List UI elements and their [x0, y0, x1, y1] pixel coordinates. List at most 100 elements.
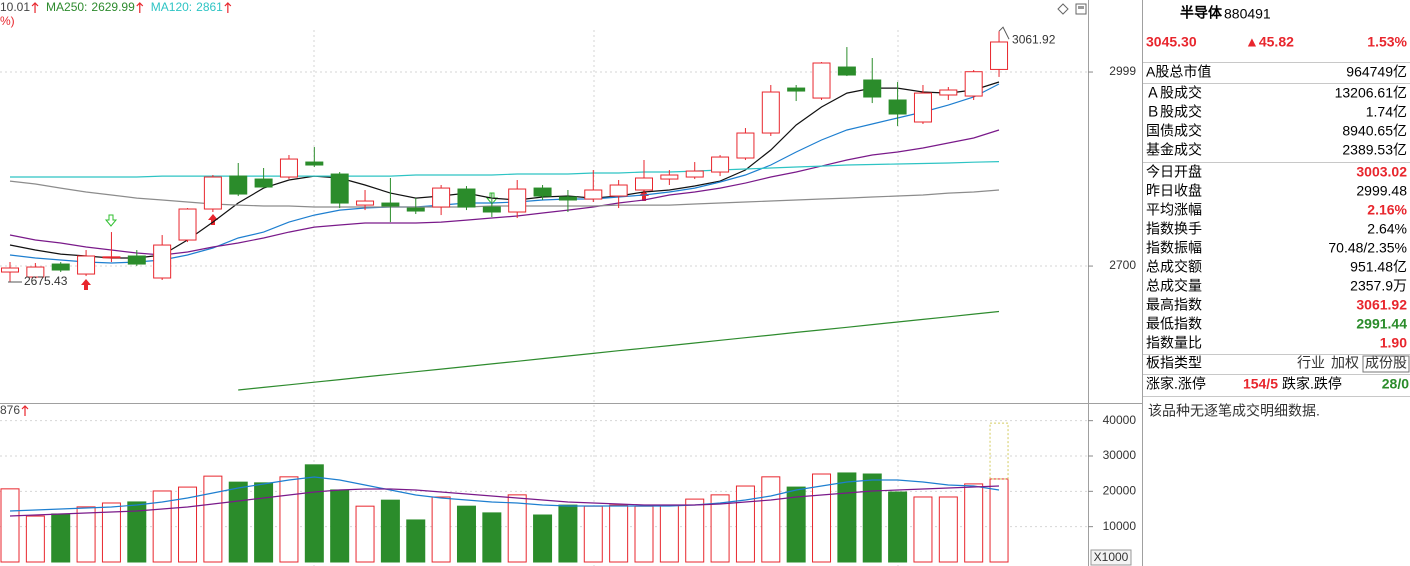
- row-value: 3061.92: [1356, 297, 1407, 313]
- candle-body: [584, 189, 603, 200]
- candle-body: [178, 208, 197, 241]
- row-value: 964749亿: [1346, 64, 1407, 80]
- y-tick-label: 2700: [1109, 258, 1136, 272]
- volume-bar: [228, 481, 248, 563]
- candle-body: [406, 207, 425, 212]
- row-value: 8940.65亿: [1342, 123, 1407, 139]
- volume-bar: [304, 464, 324, 563]
- row-label: 最高指数: [1146, 297, 1202, 313]
- price: 3045.30: [1146, 34, 1197, 50]
- volume-bar: [431, 496, 451, 563]
- row-label: 国债成交: [1146, 123, 1202, 139]
- legend-name: MA250:: [46, 0, 87, 14]
- row-value: 13206.61亿: [1335, 85, 1407, 101]
- volume-bar: [456, 505, 476, 563]
- volume-bar: [101, 502, 121, 563]
- buy-arrow: [208, 214, 218, 225]
- volume-bar: [634, 505, 654, 563]
- change-pct: 1.53%: [1367, 34, 1407, 50]
- volume-bar: [507, 494, 527, 563]
- candle-body: [279, 158, 298, 178]
- legend-value: 2629.99: [91, 0, 135, 14]
- row-value: 1.90: [1380, 335, 1407, 351]
- candle-body: [685, 170, 704, 178]
- candle-body: [913, 92, 932, 123]
- row-label: 最低指数: [1146, 316, 1202, 332]
- volume-bar: [761, 476, 781, 563]
- buy-arrow: [81, 279, 91, 290]
- row-label: Ｂ股成交: [1146, 104, 1202, 120]
- candle-body: [508, 188, 527, 213]
- toolbar-icons: [1057, 3, 1087, 15]
- y-tick-label: 40000: [1103, 413, 1137, 427]
- volume-bar: [583, 505, 603, 563]
- candle-body: [990, 41, 1009, 70]
- candle-body: [203, 176, 222, 210]
- volume-bar: [25, 515, 45, 563]
- up-arrow-icon: [31, 2, 39, 13]
- row-label: 指数量比: [1146, 335, 1202, 351]
- ma-line: [238, 310, 1000, 391]
- row-label: Ａ股成交: [1146, 85, 1202, 101]
- high-pointer: [998, 26, 1010, 40]
- low-label: 2675.43: [24, 274, 68, 288]
- ma-line: [9, 180, 1000, 208]
- ma-line: [10, 161, 1000, 178]
- candle-body: [482, 206, 501, 213]
- row-label: 指数换手: [1146, 221, 1202, 237]
- volume-bar: [659, 504, 679, 563]
- row-label: A股总市值: [1146, 64, 1211, 80]
- high-label: 3061.92: [1012, 32, 1056, 46]
- candle-body: [787, 87, 806, 92]
- volume-bar: [355, 505, 375, 563]
- candle-body: [26, 266, 45, 278]
- type-option[interactable]: 加权: [1331, 355, 1359, 371]
- row-value: 2389.53亿: [1342, 142, 1407, 158]
- volume-bar: [862, 473, 882, 563]
- unit-box: [1090, 549, 1132, 566]
- volume-bar: [178, 486, 198, 563]
- type-option[interactable]: 成份股: [1365, 355, 1407, 371]
- candle-body: [127, 255, 146, 265]
- ma-line: [9, 476, 1000, 512]
- up-arrow-icon: [21, 405, 29, 416]
- candle-body: [558, 196, 577, 201]
- projected-volume: [989, 422, 1009, 480]
- volume-bar: [609, 504, 629, 563]
- candle-body: [77, 255, 96, 275]
- stock-code: 880491: [1224, 6, 1271, 22]
- row-value: 2999.48: [1356, 183, 1407, 199]
- window-icon[interactable]: [1075, 3, 1087, 15]
- volume-bar: [127, 501, 147, 563]
- volume-bar: [76, 506, 96, 563]
- type-option[interactable]: 行业: [1297, 355, 1325, 371]
- row-value: 3003.02: [1356, 164, 1407, 180]
- down-label: 跌家.跌停: [1282, 376, 1342, 392]
- candle-body: [330, 173, 349, 204]
- candle-body: [153, 244, 172, 279]
- candle-body: [837, 66, 856, 76]
- ma-line: [9, 83, 1000, 264]
- info-panel: 半导体 880491 3045.30 ▲45.82 1.53% A股总市值 964749亿 Ａ…: [1143, 5, 1410, 419]
- row-value: 2.16%: [1367, 202, 1407, 218]
- ma-line: [9, 129, 1000, 256]
- volume-bar: [888, 491, 908, 563]
- legend-text: 10.01: [0, 0, 30, 14]
- volume-bar: [989, 478, 1009, 563]
- y-tick-label: 2999: [1109, 64, 1136, 78]
- row-label: 今日开盘: [1146, 164, 1202, 180]
- sell-arrow: [104, 214, 118, 227]
- volume-bar: [330, 489, 350, 563]
- volume-bar: [279, 476, 299, 563]
- y-tick-label: 20000: [1103, 483, 1137, 497]
- volume-bar: [0, 488, 20, 563]
- candle-body: [736, 132, 755, 159]
- volume-bar: [913, 496, 933, 563]
- y-tick-label: 30000: [1103, 448, 1137, 462]
- candle-body: [761, 91, 780, 134]
- diamond-icon[interactable]: [1057, 3, 1069, 15]
- candle-body: [305, 161, 324, 166]
